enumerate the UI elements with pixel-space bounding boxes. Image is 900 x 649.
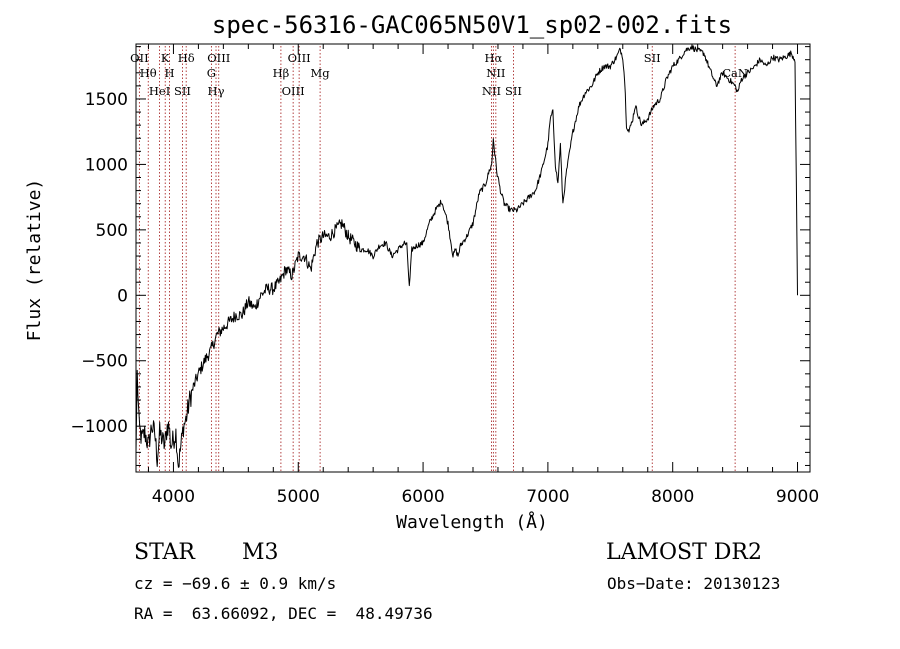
line-marker-label: H	[165, 66, 175, 80]
object-class: STAR	[134, 540, 195, 565]
y-tick-label: −1000	[70, 417, 128, 437]
redshift-cz: cz = −69.6 ± 0.9 km/s	[134, 574, 337, 593]
x-tick-label: 5000	[277, 487, 320, 507]
x-tick-label: 4000	[152, 487, 195, 507]
x-tick-label: 9000	[776, 487, 819, 507]
emission-line-markers: OIIHθHeIKHSIIHδGHγOIIIHβOIIIOIIIMgNIIHαN…	[130, 46, 748, 472]
line-marker-label: SII	[174, 84, 191, 98]
line-marker-label: Hδ	[178, 51, 195, 65]
line-marker-label: Hθ	[140, 66, 157, 80]
ra-dec-coordinates: RA = 63.66092, DEC = 48.49736	[134, 604, 433, 623]
line-marker-label: OII	[130, 51, 149, 65]
x-axis-ticks: 4000 5000 6000 7000 8000 9000	[147, 44, 819, 507]
y-axis-ticks: −1000 −500 0 500 1000 1500	[70, 46, 810, 466]
line-marker-label: Mg	[311, 66, 331, 80]
spectrum-chart: spec-56316-GAC065N50V1_sp02-002.fits OII…	[24, 11, 819, 533]
y-tick-label: 1000	[85, 155, 128, 175]
y-axis-label: Flux (relative)	[24, 179, 45, 342]
line-marker-label: NII	[482, 84, 501, 98]
line-marker-label: SII	[644, 51, 661, 65]
line-marker-label: G	[207, 66, 216, 80]
line-marker-label: K	[161, 51, 170, 65]
object-subclass: M3	[242, 540, 279, 565]
line-marker-label: OIII	[282, 84, 305, 98]
spectrum-series	[135, 44, 798, 468]
line-marker-label: CaN	[722, 66, 748, 80]
line-marker-label: NII	[486, 66, 505, 80]
line-marker-label: SII	[505, 84, 522, 98]
y-tick-label: 1500	[85, 90, 128, 110]
plot-frame	[135, 43, 811, 473]
y-tick-label: −500	[81, 352, 128, 372]
y-tick-label: 500	[96, 221, 128, 241]
spectrum-line	[135, 44, 798, 468]
observation-date: Obs−Date: 20130123	[607, 574, 781, 593]
x-tick-label: 7000	[526, 487, 569, 507]
x-axis-label: Wavelength (Å)	[396, 511, 548, 533]
line-marker-label: HeI	[149, 84, 170, 98]
line-marker-label: OIII	[288, 51, 311, 65]
y-tick-label: 0	[117, 286, 128, 306]
x-tick-label: 6000	[401, 487, 444, 507]
chart-title: spec-56316-GAC065N50V1_sp02-002.fits	[212, 11, 732, 39]
line-marker-label: Hβ	[273, 66, 290, 80]
survey-name: LAMOST DR2	[606, 540, 762, 565]
x-tick-label: 8000	[651, 487, 694, 507]
line-marker-label: Hα	[484, 51, 502, 65]
line-marker-label: Hγ	[208, 84, 225, 98]
line-marker-label: OIII	[207, 51, 230, 65]
